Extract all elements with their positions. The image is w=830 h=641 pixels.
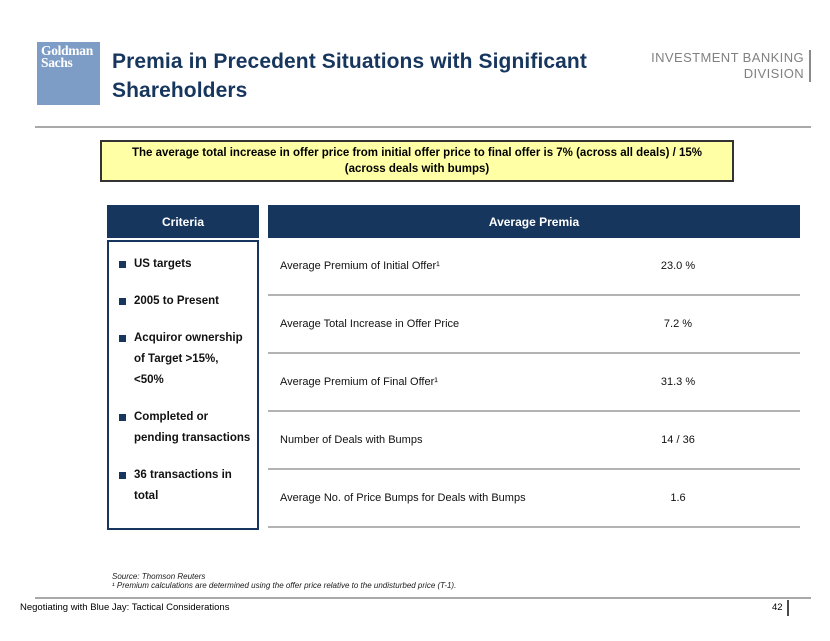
bullet-icon	[119, 298, 126, 305]
table-row: Average Premium of Initial Offer¹ 23.0 %	[268, 238, 800, 296]
table-row: Average No. of Price Bumps for Deals wit…	[268, 470, 800, 528]
division-line-2: DIVISION	[743, 66, 804, 81]
row-value: 23.0 %	[660, 260, 696, 272]
division-line-1: INVESTMENT BANKING	[651, 50, 804, 65]
table-row: Average Total Increase in Offer Price 7.…	[268, 296, 800, 354]
row-label: Number of Deals with Bumps	[280, 434, 423, 446]
table-row: Average Premium of Final Offer¹ 31.3 %	[268, 354, 800, 412]
row-label: Average Premium of Initial Offer¹	[280, 260, 440, 272]
row-label: Average Premium of Final Offer¹	[280, 376, 438, 388]
premia-rows: Average Premium of Initial Offer¹ 23.0 %…	[268, 238, 800, 528]
row-label: Average Total Increase in Offer Price	[280, 318, 460, 330]
row-value: 31.3 %	[660, 376, 696, 388]
page-title: Premia in Precedent Situations with Sign…	[112, 50, 587, 102]
criteria-item-label: 36 transactions in total	[134, 469, 232, 502]
highlight-banner: The average total increase in offer pric…	[100, 140, 734, 182]
criteria-item: Acquiror ownership of Target >15%, <50%	[119, 328, 251, 391]
table-row: Number of Deals with Bumps 14 / 36	[268, 412, 800, 470]
footer-title: Negotiating with Blue Jay: Tactical Cons…	[20, 602, 230, 613]
premium-footnote: ¹ Premium calculations are determined us…	[112, 581, 457, 590]
page-number: 42	[772, 600, 789, 616]
logo-line-1: Goldman	[41, 43, 93, 58]
criteria-body: US targets 2005 to Present Acquiror owne…	[107, 240, 259, 530]
source-note: Source: Thomson Reuters	[112, 572, 206, 581]
row-value: 1.6	[670, 492, 686, 504]
criteria-item-label: Completed or pending transactions	[134, 411, 251, 444]
logo-line-2: Sachs	[41, 55, 73, 70]
premia-header: Average Premia	[268, 205, 800, 238]
criteria-item-label: Acquiror ownership of Target >15%, <50%	[134, 332, 243, 386]
banner-line-2: (across deals with bumps)	[344, 163, 490, 175]
banner-line-1: The average total increase in offer pric…	[131, 147, 703, 159]
criteria-item: 36 transactions in total	[119, 465, 251, 507]
average-premia-table: Average Premia Average Premium of Initia…	[268, 205, 800, 528]
bullet-icon	[119, 261, 126, 268]
header-divider	[35, 126, 811, 128]
criteria-item: Completed or pending transactions	[119, 407, 251, 449]
bullet-icon	[119, 414, 126, 421]
footer-page: 42	[772, 600, 789, 616]
row-value: 7.2 %	[663, 318, 693, 330]
goldman-sachs-logo: Goldman Sachs	[37, 42, 100, 105]
bullet-icon	[119, 472, 126, 479]
criteria-item-label: US targets	[134, 258, 192, 270]
division-label: INVESTMENT BANKING DIVISION	[651, 50, 811, 82]
criteria-item-label: 2005 to Present	[134, 295, 220, 307]
criteria-table: Criteria US targets 2005 to Present Acqu…	[107, 205, 259, 530]
footnotes: Source: Thomson Reuters ¹ Premium calcul…	[112, 572, 456, 590]
criteria-header: Criteria	[107, 205, 259, 238]
criteria-item: 2005 to Present	[119, 291, 251, 312]
footer-divider	[35, 597, 811, 599]
criteria-item: US targets	[119, 254, 251, 275]
row-label: Average No. of Price Bumps for Deals wit…	[280, 492, 526, 504]
row-value: 14 / 36	[661, 434, 695, 446]
bullet-icon	[119, 335, 126, 342]
logo-text: Goldman Sachs	[37, 42, 100, 70]
